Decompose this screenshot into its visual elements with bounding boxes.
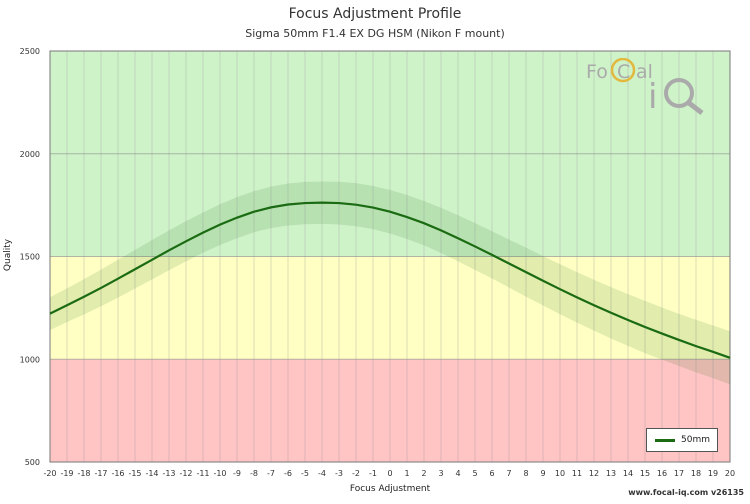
x-tick-label: -20 bbox=[43, 469, 56, 478]
legend-label: 50mm bbox=[681, 435, 710, 445]
x-tick-label: -12 bbox=[179, 469, 192, 478]
x-tick-label: 7 bbox=[506, 469, 511, 478]
y-tick-label: 500 bbox=[25, 458, 40, 467]
x-tick-label: -1 bbox=[369, 469, 377, 478]
x-tick-label: -15 bbox=[128, 469, 141, 478]
magnifier-handle-icon bbox=[687, 101, 704, 115]
x-tick-label: -18 bbox=[77, 469, 90, 478]
x-tick-label: 19 bbox=[708, 469, 718, 478]
x-tick-label: -17 bbox=[94, 469, 107, 478]
x-tick-label: 13 bbox=[606, 469, 616, 478]
watermark: www.focal-iq.com v26135 bbox=[628, 488, 744, 497]
x-tick-label: 14 bbox=[623, 469, 633, 478]
series-line-50mm bbox=[49, 201, 731, 359]
x-tick-label: -16 bbox=[111, 469, 124, 478]
x-tick-label: 18 bbox=[691, 469, 701, 478]
x-tick-label: -10 bbox=[213, 469, 226, 478]
x-tick-label: -19 bbox=[60, 469, 73, 478]
x-tick-label: 16 bbox=[657, 469, 667, 478]
x-tick-label: 5 bbox=[472, 469, 477, 478]
x-tick-label: 15 bbox=[640, 469, 650, 478]
chart-title: Focus Adjustment Profile bbox=[288, 6, 462, 22]
x-tick-label: -6 bbox=[284, 469, 292, 478]
x-axis-label: Focus Adjustment bbox=[349, 484, 431, 494]
x-tick-label: -13 bbox=[162, 469, 175, 478]
y-tick-label: 1000 bbox=[20, 355, 40, 364]
x-tick-label: -14 bbox=[145, 469, 158, 478]
x-tick-label: -2 bbox=[352, 469, 360, 478]
x-tick-label: 3 bbox=[438, 469, 443, 478]
x-tick-label: 2 bbox=[421, 469, 426, 478]
x-tick-label: -8 bbox=[250, 469, 258, 478]
x-tick-label: -5 bbox=[301, 469, 309, 478]
x-tick-label: -3 bbox=[335, 469, 343, 478]
magnifier-icon bbox=[664, 78, 694, 108]
y-tick-label: 2500 bbox=[20, 47, 40, 56]
x-tick-label: 4 bbox=[455, 469, 460, 478]
y-tick-label: 2000 bbox=[20, 150, 40, 159]
logo-ring bbox=[610, 58, 636, 83]
x-tick-label: -7 bbox=[267, 469, 275, 478]
quality-band-0 bbox=[50, 359, 730, 462]
logo-i: i bbox=[648, 77, 657, 116]
logo-al: al bbox=[636, 61, 653, 83]
x-tick-label: 1 bbox=[404, 469, 409, 478]
y-tick-label: 1500 bbox=[20, 253, 40, 262]
x-tick-label: 12 bbox=[589, 469, 599, 478]
plot-frame bbox=[49, 50, 731, 463]
chart-subtitle: Sigma 50mm F1.4 EX DG HSM (Nikon F mount… bbox=[245, 27, 505, 40]
x-tick-label: 8 bbox=[523, 469, 528, 478]
x-tick-label: -9 bbox=[233, 469, 241, 478]
focal-iq-logo: Fo C al i bbox=[586, 58, 704, 116]
x-tick-label: 0 bbox=[387, 469, 392, 478]
x-tick-label: 20 bbox=[725, 469, 735, 478]
x-tick-label: -4 bbox=[318, 469, 326, 478]
x-tick-label: 10 bbox=[555, 469, 565, 478]
quality-band-1 bbox=[50, 256, 730, 360]
series-confidence-band bbox=[50, 181, 730, 385]
x-tick-label: 6 bbox=[489, 469, 494, 478]
y-axis-label: Quality bbox=[3, 238, 14, 272]
legend-swatch bbox=[655, 438, 675, 442]
x-tick-label: -11 bbox=[196, 469, 209, 478]
x-tick-label: 9 bbox=[540, 469, 545, 478]
x-tick-label: 11 bbox=[572, 469, 582, 478]
logo-c: C bbox=[617, 61, 630, 83]
logo-text-top: Fo bbox=[586, 61, 608, 83]
legend: 50mm bbox=[646, 428, 718, 452]
x-tick-label: 17 bbox=[674, 469, 684, 478]
